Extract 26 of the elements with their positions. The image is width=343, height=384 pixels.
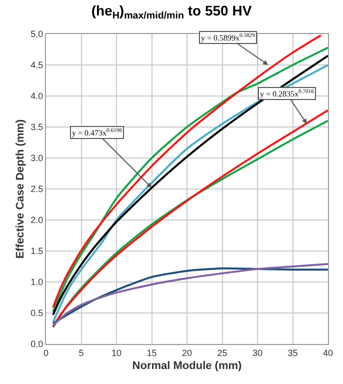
y-tick-label: 0.0 — [30, 339, 44, 350]
y-tick-label: 2.0 — [30, 215, 44, 226]
y-tick-label: 4.5 — [30, 60, 44, 70]
annotation: y = 0.2835x$^{0.7016}$ — [260, 89, 314, 98]
y-tick-label: 3.0 — [30, 153, 44, 164]
chart-title: (he$_{H}$)$_{max/mid/min}$ to 550 HV — [91, 2, 252, 22]
x-tick-label: 35 — [288, 348, 298, 358]
x-tick-label: 10 — [111, 348, 122, 358]
y-axis-title: Effective Case Depth (mm) — [14, 118, 26, 259]
y-tick-label: 4.0 — [30, 91, 44, 102]
x-tick-label: 5 — [78, 348, 84, 358]
y-tick-label: 3.5 — [30, 122, 44, 132]
y-tick-label: 1.5 — [30, 246, 44, 256]
x-axis-title: Normal Module (mm) — [132, 360, 242, 372]
y-tick-label: 1.0 — [30, 277, 44, 288]
x-tick-label: 0 — [43, 348, 49, 358]
y-tick-label: 0.5 — [30, 308, 44, 318]
y-tick-label: 5.0 — [30, 29, 44, 40]
annotation: y = 0.473x$^{0.6198}$ — [72, 128, 122, 138]
x-tick-label: 30 — [252, 348, 263, 358]
x-tick-label: 15 — [146, 348, 157, 358]
x-tick-label: 20 — [182, 348, 192, 358]
annotation: y = 0.5899x$^{0.5829}$ — [201, 33, 256, 42]
x-tick-label: 25 — [217, 348, 228, 358]
x-tick-label: 40 — [322, 348, 334, 358]
y-tick-label: 2.5 — [30, 184, 44, 194]
